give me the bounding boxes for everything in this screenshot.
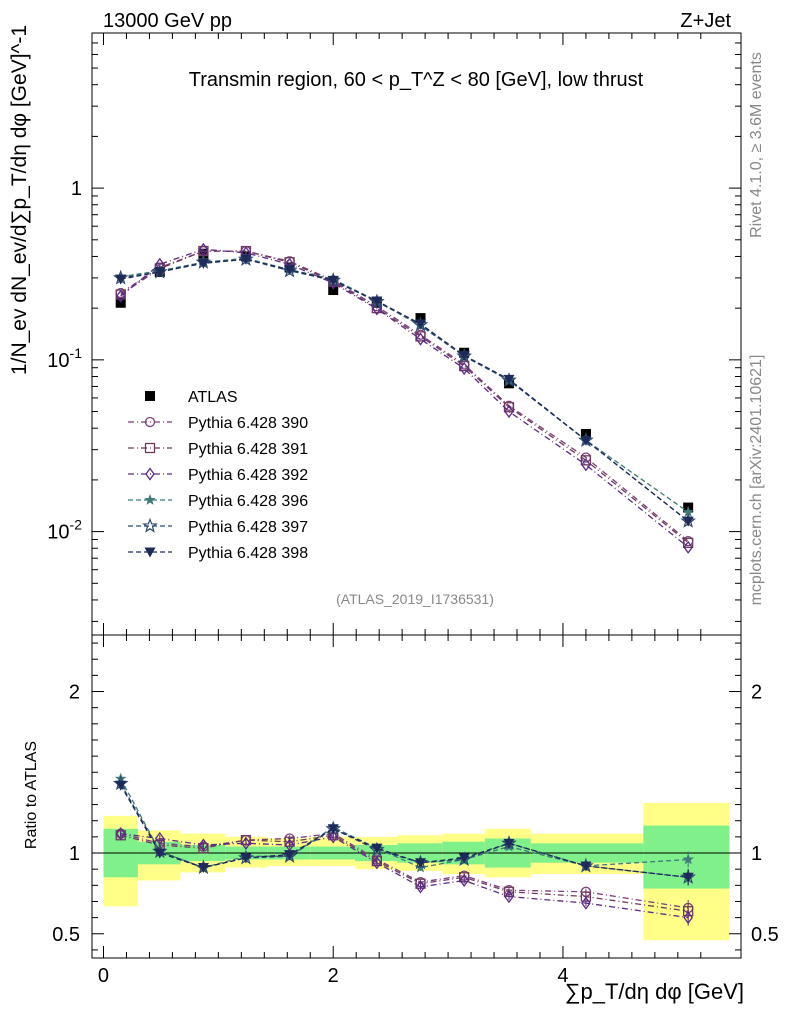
x-axis-title: ∑p_T/dη dφ [GeV]: [565, 979, 744, 1004]
legend-marker-p396: [144, 494, 156, 505]
x-tick-label: 2: [328, 965, 339, 987]
ratio-point-p392: [198, 838, 209, 852]
ratio-y-tick-label-right: 1: [751, 843, 762, 865]
legend-marker-p398: [144, 547, 156, 558]
plot-title: Transmin region, 60 < p_T^Z < 80 [GeV], …: [189, 69, 644, 91]
ratio-point-p392: [115, 827, 126, 841]
data-point-p392: [581, 458, 591, 472]
ratio-point-p398: [415, 858, 427, 869]
ratio-point-p392: [459, 873, 469, 888]
data-point-p391: [580, 455, 592, 466]
data-point-p398: [327, 275, 339, 286]
rivet-version-label: Rivet 4.1.0, ≥ 3.6M events: [748, 52, 765, 238]
data-point-atlas: [115, 297, 126, 308]
legend-label-p397: Pythia 6.428 397: [188, 519, 308, 536]
main-plot-axes: 1 10-1 10-2: [47, 32, 742, 636]
x-tick-label: 0: [98, 965, 109, 987]
legend-label-p392: Pythia 6.428 392: [188, 467, 308, 484]
ratio-y-tick-label: 0.5: [52, 924, 80, 946]
ratio-point-p398: [458, 853, 470, 864]
data-point-p391: [459, 360, 470, 372]
ratio-point-p398: [197, 863, 209, 874]
ratio-y-tick-label: 2: [69, 682, 80, 704]
energy-label: 13000 GeV pp: [103, 10, 232, 32]
legend-label-p390: Pythia 6.428 390: [188, 415, 308, 432]
legend-label-p396: Pythia 6.428 396: [188, 493, 308, 510]
ratio-plot-axes: 0.5 0.5 1 1 2 2 0 2 4: [52, 634, 779, 987]
legend-label-atlas: ATLAS: [188, 389, 238, 406]
data-point-p398: [284, 265, 296, 276]
ratio-point-p396: [682, 853, 694, 865]
data-point-p398: [371, 296, 383, 307]
ratio-point-p398: [682, 872, 694, 883]
ratio-line-p391: [120, 834, 689, 912]
data-point-p391: [683, 537, 694, 548]
data-point-p398: [197, 258, 209, 269]
ratio-point-p398: [503, 838, 515, 849]
ratio-point-p392: [581, 896, 591, 910]
legend-marker-atlas: [145, 391, 155, 401]
ratio-y-tick-label: 1: [69, 843, 80, 865]
data-point-p392: [415, 332, 426, 346]
ratio-point-p392: [504, 890, 514, 904]
ratio-point-p398: [580, 861, 592, 872]
ratio-y-tick-label-right: 2: [751, 682, 762, 704]
ratio-point-p398: [327, 824, 339, 835]
data-point-atlas: [198, 248, 209, 259]
ratio-point-p398: [154, 848, 166, 859]
legend-marker-p397: [142, 517, 158, 533]
data-point-p398: [458, 351, 470, 362]
data-point-p398: [240, 254, 252, 265]
ratio-point-p392: [683, 911, 693, 925]
analysis-id: (ATLAS_2019_I1736531): [336, 591, 494, 607]
ratio-point-p392: [328, 830, 339, 844]
data-point-p392: [115, 289, 126, 303]
ratio-point-p398: [371, 843, 383, 854]
mcplots-label: mcplots.cern.ch [arXiv:2401.10621]: [748, 355, 765, 606]
data-point-p398: [115, 274, 127, 285]
main-plot-series: [112, 242, 696, 554]
ratio-line-p390: [120, 832, 689, 909]
legend-marker-p390: [144, 416, 156, 428]
data-point-p398: [580, 435, 592, 446]
legend-marker-p392: [145, 467, 155, 481]
ratio-y-axis-title: Ratio to ATLAS: [23, 741, 40, 849]
data-point-p398: [682, 516, 694, 527]
data-point-p392: [372, 302, 382, 316]
data-point-p398: [415, 319, 427, 330]
y-tick-label: 10-2: [47, 517, 82, 544]
ratio-point-p392: [372, 856, 382, 870]
ratio-plot-series: [112, 772, 696, 926]
legend: ATLAS Pythia 6.428 390 Pythia 6.428 391 Pyt…: [128, 389, 308, 562]
series-line-p390: [120, 250, 689, 542]
data-point-p392: [504, 404, 514, 419]
main-y-axis-title: 1/N_ev dN_ev/d∑p_T/dη dφ [GeV]^-1: [8, 25, 31, 375]
ratio-point-p398: [115, 780, 127, 791]
data-point-p396: [682, 506, 694, 517]
ratio-line-p392: [120, 832, 689, 919]
data-point-p398: [154, 267, 166, 278]
data-point-atlas: [328, 285, 339, 296]
legend-label-p398: Pythia 6.428 398: [188, 545, 308, 562]
data-point-p398: [503, 374, 515, 385]
legend-label-p391: Pythia 6.428 391: [188, 441, 308, 458]
y-tick-label: 10-1: [47, 345, 82, 372]
x-tick-label: 4: [557, 965, 568, 987]
ratio-point-p398: [240, 853, 252, 864]
process-label: Z+Jet: [680, 10, 731, 32]
ratio-y-tick-label-right: 0.5: [751, 924, 779, 946]
ratio-line-p398: [120, 784, 689, 878]
legend-marker-p391: [144, 442, 156, 454]
y-tick-label: 1: [71, 178, 82, 200]
series-line-p398: [120, 258, 689, 522]
data-point-p392: [683, 540, 693, 554]
data-point-p392: [459, 361, 469, 376]
ratio-point-p392: [415, 880, 426, 894]
ratio-point-p398: [284, 850, 296, 861]
ratio-point-p392: [241, 836, 251, 850]
ratio-plot-frame: [91, 634, 742, 959]
